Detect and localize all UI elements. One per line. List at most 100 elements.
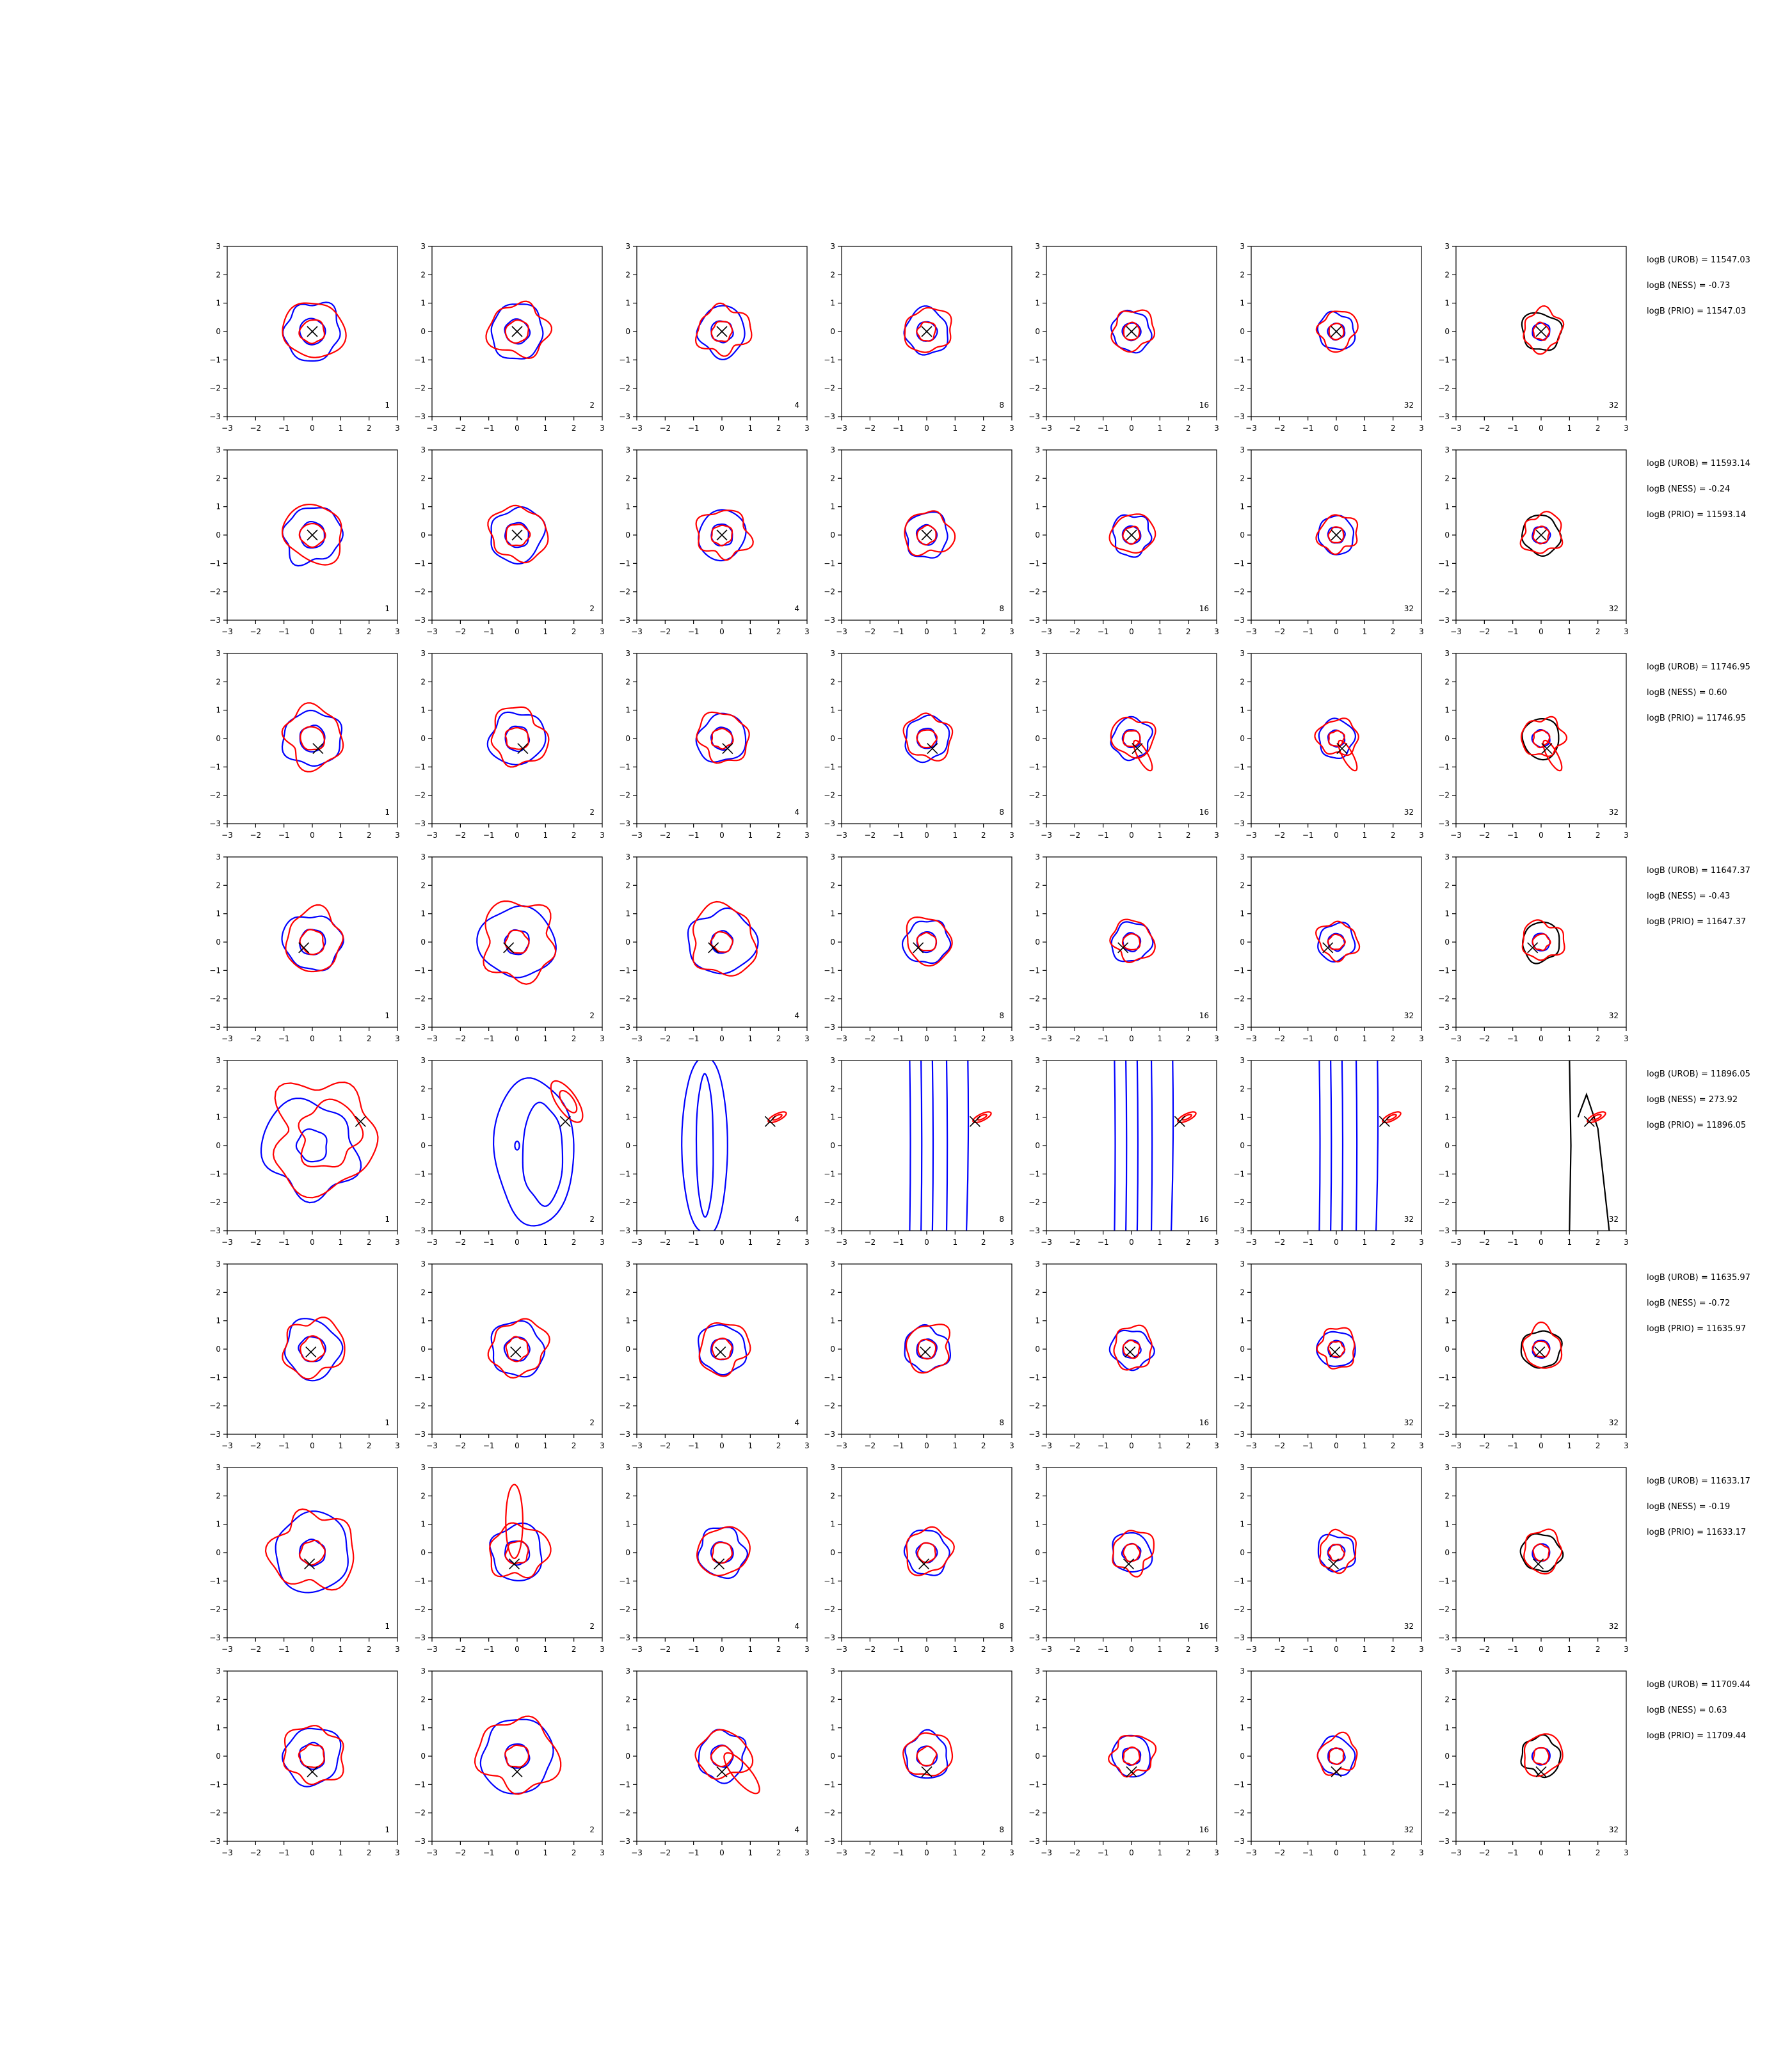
red-contour-line bbox=[1122, 730, 1141, 748]
x-tick-label: −3 bbox=[426, 831, 438, 840]
y-tick-label: 0 bbox=[1444, 531, 1450, 540]
y-tick-label: 2 bbox=[420, 1695, 426, 1704]
y-tick-label: 3 bbox=[1240, 242, 1245, 251]
panel-r4-c1: −3−3 −2 −2 −1 −1 0 0 1 1 2 2 3 3 1 bbox=[209, 852, 400, 1043]
panel-r6-c7: −3−3 −2 −2 −1 −1 0 0 1 1 2 2 3 3 32 bbox=[1438, 1260, 1629, 1450]
red-contour-line bbox=[489, 1522, 552, 1579]
true-parameter-marker bbox=[307, 1766, 318, 1777]
panel-count-label: 32 bbox=[1609, 808, 1619, 817]
y-tick-label: −1 bbox=[209, 1169, 221, 1178]
red-contour-line bbox=[710, 524, 733, 547]
contour-group bbox=[281, 904, 344, 973]
true-parameter-marker bbox=[1132, 742, 1143, 755]
contour-group bbox=[492, 1077, 584, 1227]
blue-contour-line bbox=[281, 1727, 342, 1788]
red-contour-line bbox=[264, 1508, 355, 1591]
y-tick-label: 0 bbox=[830, 1141, 835, 1150]
true-parameter-marker bbox=[1126, 1766, 1137, 1777]
contour-group bbox=[1315, 310, 1359, 353]
x-tick-label: −2 bbox=[659, 1441, 671, 1450]
panel-r6-c6: −3−3 −2 −2 −1 −1 0 0 1 1 2 2 3 3 32 bbox=[1233, 1260, 1424, 1450]
y-tick-label: −1 bbox=[209, 762, 221, 771]
x-tick-label: −1 bbox=[1302, 1034, 1314, 1043]
x-tick-label: 1 bbox=[953, 1848, 958, 1857]
x-tick-label: −2 bbox=[1274, 831, 1285, 840]
y-tick-label: −1 bbox=[824, 1169, 835, 1178]
logb-annotation: logB (NESS) = -0.43 bbox=[1647, 892, 1731, 901]
x-tick-label: −2 bbox=[454, 1645, 466, 1654]
y-tick-label: 0 bbox=[1240, 1141, 1245, 1150]
y-tick-label: 3 bbox=[216, 1463, 221, 1472]
y-tick-label: 3 bbox=[1240, 1463, 1245, 1472]
red-contour-line bbox=[902, 712, 954, 762]
x-tick-label: 0 bbox=[310, 1441, 315, 1450]
y-tick-label: 2 bbox=[216, 474, 221, 483]
y-tick-label: −2 bbox=[824, 384, 835, 393]
y-tick-label: −1 bbox=[209, 1373, 221, 1382]
y-tick-label: 2 bbox=[420, 270, 426, 279]
true-parameter-marker bbox=[1535, 326, 1547, 337]
red-contour-line bbox=[1316, 1731, 1358, 1776]
x-tick-label: −2 bbox=[864, 1645, 876, 1654]
x-tick-label: 1 bbox=[339, 1441, 344, 1450]
red-contour-line bbox=[1327, 526, 1345, 543]
axes-frame bbox=[636, 856, 808, 1028]
y-tick-label: 2 bbox=[1035, 677, 1040, 686]
y-tick-label: 2 bbox=[1240, 1084, 1245, 1093]
x-tick-label: 1 bbox=[1567, 1238, 1572, 1247]
blue-contour-line bbox=[275, 1510, 349, 1594]
x-tick-label: −1 bbox=[893, 627, 904, 636]
x-tick-label: 3 bbox=[395, 1645, 400, 1654]
y-tick-label: −2 bbox=[824, 1402, 835, 1411]
y-tick-label: −1 bbox=[1028, 966, 1040, 975]
x-tick-label: −1 bbox=[688, 424, 700, 433]
x-tick-label: −3 bbox=[426, 1238, 438, 1247]
x-tick-label: 0 bbox=[1539, 424, 1544, 433]
y-tick-label: 0 bbox=[830, 1752, 835, 1761]
x-tick-label: 0 bbox=[924, 627, 929, 636]
x-tick-label: −2 bbox=[659, 1848, 671, 1857]
red-contour-line bbox=[1587, 1111, 1606, 1123]
x-tick-label: 3 bbox=[1214, 1441, 1219, 1450]
x-tick-label: −3 bbox=[631, 424, 643, 433]
x-tick-label: 0 bbox=[719, 1034, 724, 1043]
x-tick-label: 2 bbox=[1596, 1848, 1601, 1857]
panel-r5-c5: −3−3 −2 −2 −1 −1 0 0 1 1 2 2 3 3 16 bbox=[1028, 1056, 1219, 1247]
red-contour-line bbox=[550, 1080, 584, 1123]
x-tick-label: 2 bbox=[1186, 1645, 1191, 1654]
y-tick-label: 0 bbox=[830, 734, 835, 743]
axes-frame bbox=[1251, 1060, 1422, 1231]
y-tick-label: 2 bbox=[216, 1491, 221, 1500]
panel-r2-c6: −3−3 −2 −2 −1 −1 0 0 1 1 2 2 3 3 32 bbox=[1233, 445, 1424, 636]
blue-contour-line bbox=[1108, 1329, 1155, 1372]
y-tick-label: −2 bbox=[619, 1809, 630, 1818]
x-tick-label: −2 bbox=[1274, 1848, 1285, 1857]
axes-frame bbox=[841, 1670, 1012, 1842]
axes-frame bbox=[1046, 653, 1217, 824]
red-contour-line bbox=[504, 1540, 529, 1565]
x-tick-label: −1 bbox=[483, 627, 495, 636]
x-tick-label: 2 bbox=[1391, 1848, 1396, 1857]
panel-count-label: 4 bbox=[794, 1418, 799, 1427]
red-contour-line bbox=[1328, 1747, 1345, 1765]
x-tick-label: 0 bbox=[310, 424, 315, 433]
y-tick-label: 3 bbox=[625, 1667, 630, 1676]
y-tick-label: 0 bbox=[1035, 531, 1040, 540]
y-tick-label: 3 bbox=[216, 852, 221, 861]
x-tick-label: 3 bbox=[395, 1848, 400, 1857]
x-tick-label: 3 bbox=[1009, 831, 1014, 840]
x-tick-label: −3 bbox=[221, 1034, 233, 1043]
logb-annotation: logB (PRIO) = 11896.05 bbox=[1647, 1121, 1747, 1130]
x-tick-label: 1 bbox=[1567, 831, 1572, 840]
blue-contour-line bbox=[904, 1729, 948, 1779]
y-tick-label: 3 bbox=[420, 1260, 426, 1268]
red-contour-line bbox=[1315, 514, 1359, 556]
red-contour-line bbox=[916, 524, 937, 546]
y-tick-label: 1 bbox=[1240, 706, 1245, 715]
y-tick-label: 1 bbox=[1035, 909, 1040, 918]
panel-count-label: 32 bbox=[1404, 401, 1414, 410]
y-tick-label: −3 bbox=[414, 1226, 426, 1235]
contour-group bbox=[1110, 716, 1156, 772]
x-tick-label: −1 bbox=[1302, 627, 1314, 636]
red-contour-line bbox=[490, 706, 550, 768]
